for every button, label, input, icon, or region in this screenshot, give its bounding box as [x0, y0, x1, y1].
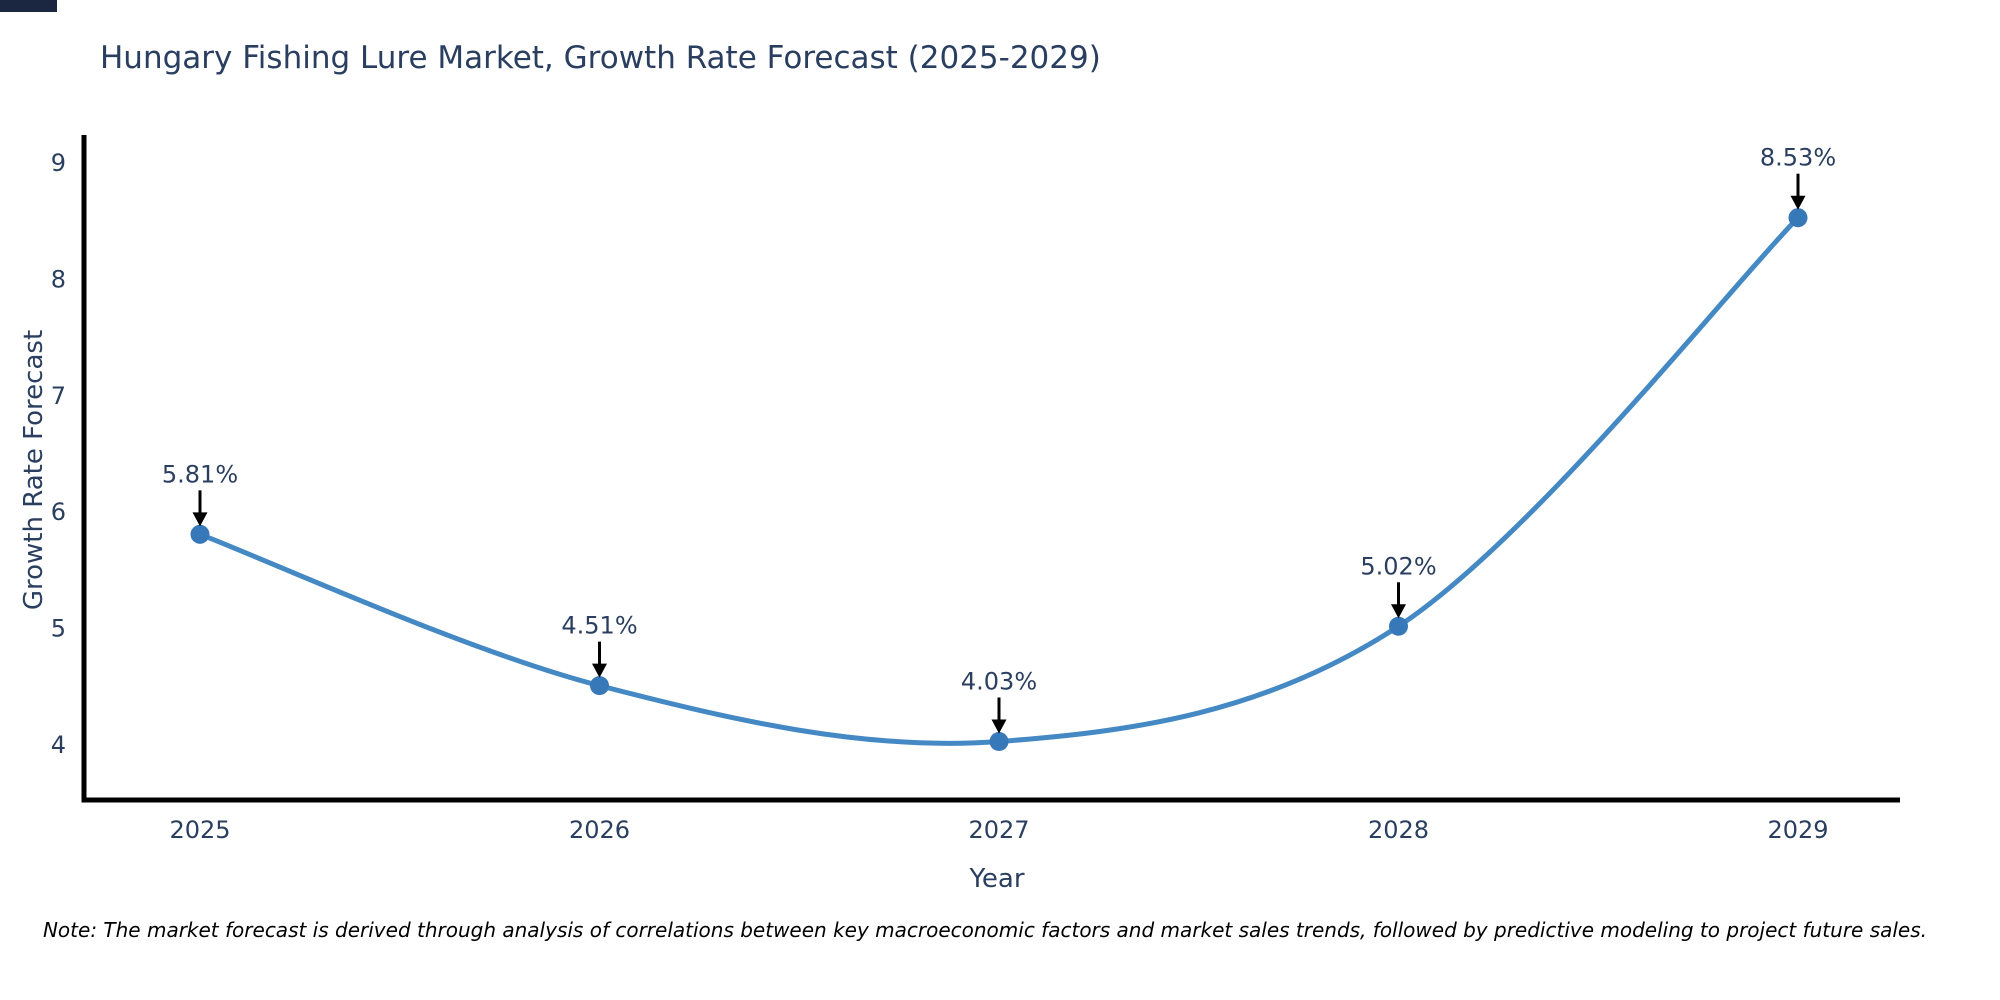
y-tick-label: 6: [51, 498, 66, 526]
y-tick-label: 7: [51, 382, 66, 410]
annotation-arrowhead: [1790, 195, 1806, 210]
annotation-label: 5.02%: [1360, 552, 1436, 580]
y-tick-label: 9: [51, 149, 66, 177]
annotation-arrowhead: [192, 512, 208, 527]
data-point-marker: [989, 732, 1009, 752]
y-tick-label: 5: [51, 615, 66, 643]
annotation-arrowhead: [991, 719, 1007, 734]
x-tick-label: 2029: [1767, 816, 1828, 844]
x-axis-title: Year: [969, 864, 1025, 894]
annotation-label: 4.51%: [561, 612, 637, 640]
annotation-arrowhead: [1391, 604, 1406, 619]
chart-title: Hungary Fishing Lure Market, Growth Rate…: [100, 40, 1101, 76]
annotation-arrowhead: [592, 663, 607, 678]
data-point-marker: [590, 676, 609, 696]
y-axis-title: Growth Rate Forecast: [19, 329, 49, 611]
data-point-marker: [1389, 616, 1408, 636]
trend-line: [197, 215, 1801, 746]
y-tick-label: 4: [51, 731, 66, 759]
data-point-marker: [1788, 208, 1808, 228]
annotation-label: 8.53%: [1760, 144, 1836, 172]
x-tick-label: 2026: [569, 816, 630, 844]
x-tick-label: 2025: [169, 816, 230, 844]
annotation-label: 4.03%: [961, 668, 1037, 696]
data-point-marker: [190, 524, 210, 544]
x-tick-label: 2027: [968, 816, 1029, 844]
footnote: Note: The market forecast is derived thr…: [42, 918, 1928, 942]
x-tick-label: 2028: [1368, 816, 1429, 844]
decor-bar-top-left: [0, 0, 57, 12]
annotation-label: 5.81%: [162, 460, 238, 488]
axis-lines: [81, 135, 1900, 803]
y-tick-label: 8: [51, 265, 66, 293]
